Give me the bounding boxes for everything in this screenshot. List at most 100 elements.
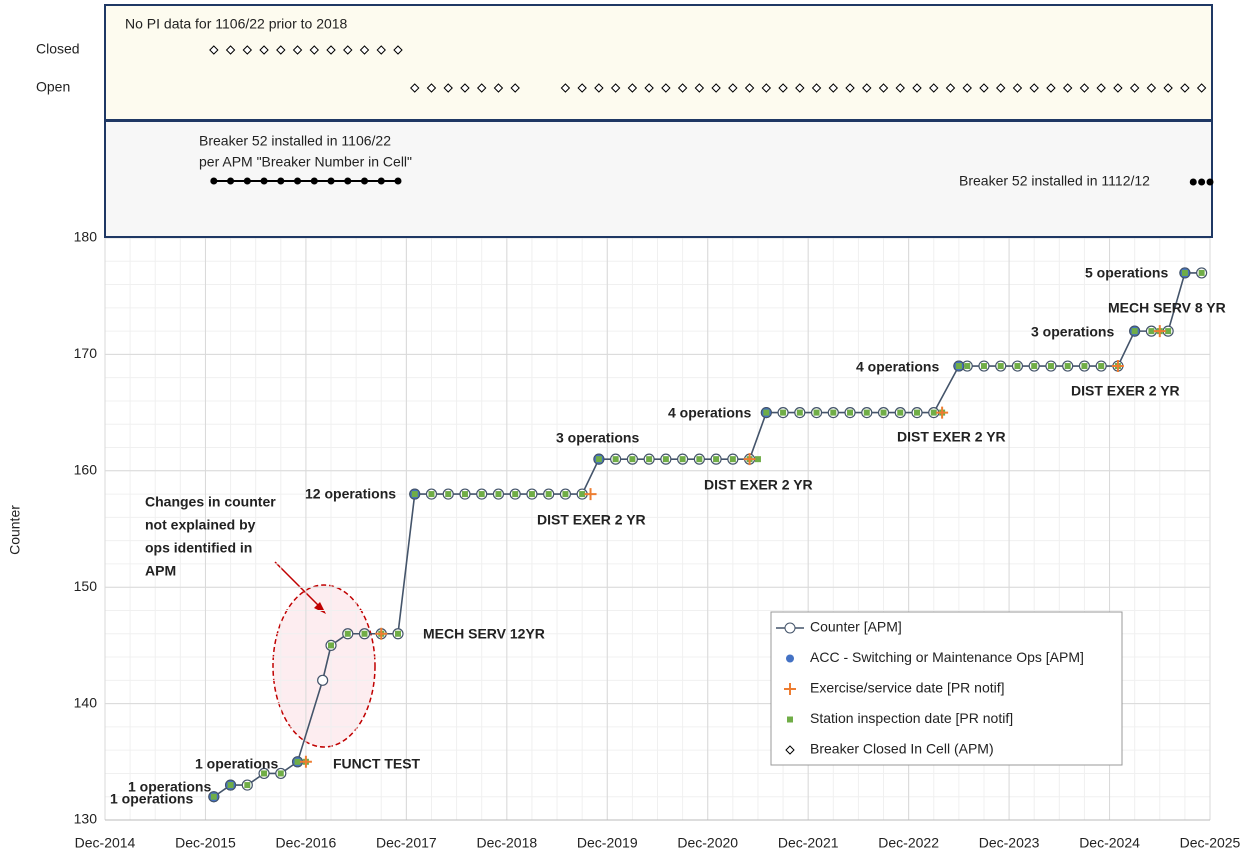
status-row-label: Open [36, 79, 70, 95]
installed-marker [260, 177, 268, 185]
status-marker [443, 83, 453, 93]
exercise-marker [584, 488, 597, 501]
ops-annotation: 12 operations [305, 486, 396, 502]
status-panel [104, 4, 1213, 121]
status-marker [979, 83, 989, 93]
x-tick-label: Dec-2015 [175, 835, 236, 851]
station-marker [897, 409, 904, 416]
callout-text: Changes in counter [145, 494, 276, 510]
station-marker [545, 491, 552, 498]
status-marker [694, 83, 705, 93]
legend-swatch [784, 683, 796, 695]
exercise-marker [299, 755, 312, 768]
station-marker [495, 491, 502, 498]
status-marker [326, 45, 336, 55]
ops-annotation: 3 operations [556, 430, 639, 446]
status-marker [594, 83, 604, 93]
status-marker [677, 83, 688, 93]
station-marker [428, 491, 435, 498]
work-annotation: DIST EXER 2 YR [537, 512, 646, 528]
status-marker [761, 83, 772, 93]
y-tick-label: 180 [74, 229, 98, 245]
status-marker [962, 83, 972, 93]
station-marker [980, 363, 987, 370]
status-marker [343, 45, 353, 55]
station-marker [863, 409, 870, 416]
x-tick-label: Dec-2014 [75, 835, 136, 851]
station-marker [679, 456, 686, 463]
status-marker [393, 45, 403, 55]
legend-label: Counter [APM] [810, 619, 902, 635]
legend-swatch [785, 745, 795, 755]
station-marker [914, 409, 921, 416]
status-marker [912, 83, 922, 93]
station-marker [1047, 363, 1054, 370]
legend-label: ACC - Switching or Maintenance Ops [APM] [810, 649, 1084, 665]
station-marker [763, 409, 770, 416]
status-marker [1096, 83, 1106, 93]
status-marker [711, 83, 721, 93]
ops-annotation: 3 operations [1031, 324, 1114, 340]
station-marker [478, 491, 485, 498]
station-marker [964, 363, 971, 370]
station-marker [411, 491, 418, 498]
station-marker [1064, 363, 1071, 370]
work-annotation: MECH SERV 8 YR [1108, 300, 1226, 316]
status-marker [1012, 83, 1023, 93]
station-marker [1148, 328, 1155, 335]
x-tick-label: Dec-2021 [778, 835, 839, 851]
station-marker [847, 409, 854, 416]
x-tick-label: Dec-2023 [979, 835, 1040, 851]
station-marker [830, 409, 837, 416]
station-marker [662, 456, 669, 463]
station-marker [461, 491, 468, 498]
station-marker [713, 456, 720, 463]
station-marker [227, 782, 234, 789]
status-marker [225, 45, 236, 55]
station-marker [1181, 269, 1188, 276]
y-tick-label: 150 [74, 578, 98, 594]
status-marker [1180, 83, 1190, 93]
station-marker [1031, 363, 1038, 370]
station-marker [1098, 363, 1105, 370]
work-annotation: DIST EXER 2 YR [897, 429, 1006, 445]
status-marker [577, 83, 587, 93]
y-tick-label: 160 [74, 462, 98, 478]
x-tick-label: Dec-2017 [376, 835, 437, 851]
status-marker [510, 83, 520, 93]
status-marker [795, 83, 805, 93]
x-tick-label: Dec-2025 [1180, 835, 1241, 851]
status-marker [778, 83, 788, 93]
status-marker [460, 83, 470, 93]
station-marker [294, 758, 301, 765]
station-marker [880, 409, 887, 416]
ops-annotation: 1 operations [128, 779, 211, 795]
legend-box [770, 611, 1123, 766]
station-marker [729, 456, 736, 463]
legend-swatch [787, 716, 793, 723]
station-marker [261, 770, 268, 777]
status-note: No PI data for 1106/22 prior to 2018 [125, 16, 348, 32]
status-marker [1113, 83, 1123, 93]
ops-annotation: 4 operations [856, 359, 939, 375]
station-marker [210, 793, 217, 800]
exercise-marker [1111, 360, 1124, 373]
status-marker [811, 83, 822, 93]
callout-text: APM [145, 563, 176, 579]
installed-marker [377, 177, 385, 185]
station-marker [930, 409, 937, 416]
x-tick-label: Dec-2020 [677, 835, 738, 851]
legend-swatch [786, 654, 794, 663]
installed-marker [227, 177, 235, 185]
status-marker [661, 83, 671, 93]
status-marker [276, 45, 286, 55]
status-marker [895, 83, 905, 93]
status-marker [945, 83, 956, 93]
exercise-marker [743, 453, 756, 466]
installed-marker [210, 177, 218, 185]
station-marker [361, 630, 368, 637]
status-marker [292, 45, 303, 55]
status-marker [242, 45, 253, 55]
installed-panel [104, 120, 1213, 238]
station-marker [696, 456, 703, 463]
